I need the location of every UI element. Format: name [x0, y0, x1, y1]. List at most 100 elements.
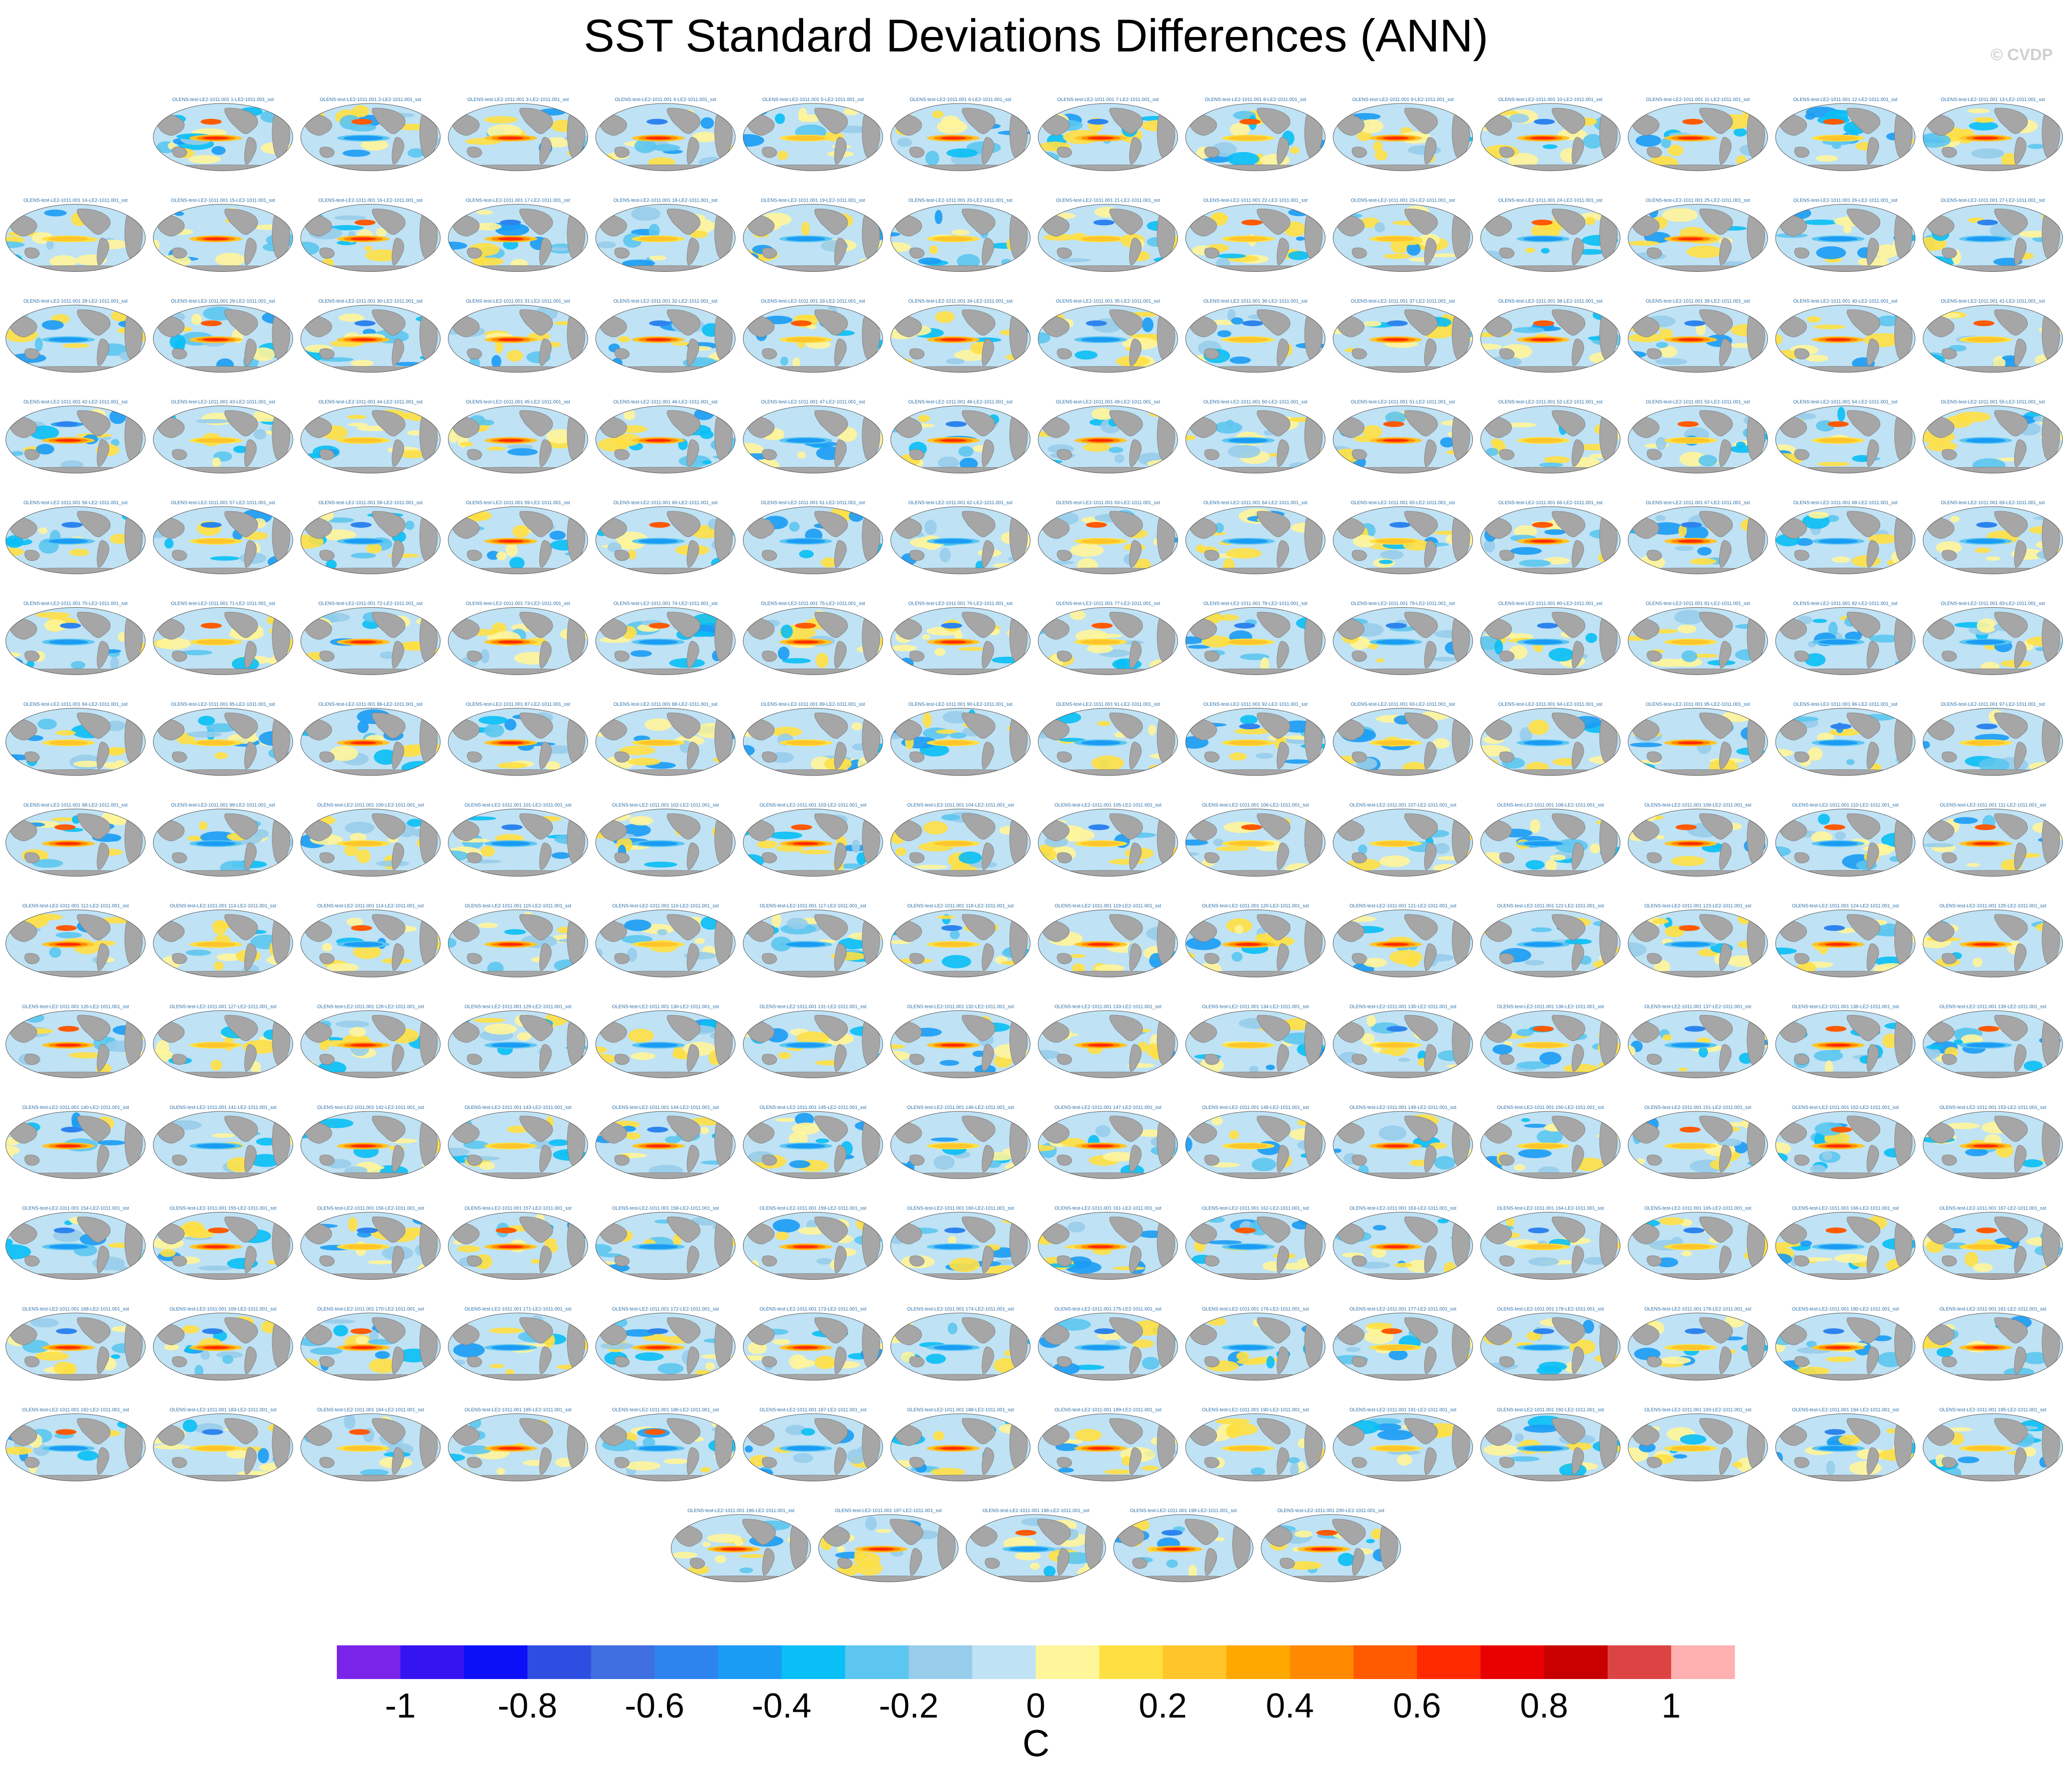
map-panel-label: OLENS-test-LE2-1011.001 169-LE2-1011.001… — [170, 1307, 277, 1312]
map-panel-label: OLENS-test-LE2-1011.001 72-LE2-1011.001_… — [319, 601, 423, 607]
colorbar-tick-label: 0 — [1026, 1687, 1045, 1725]
map-panel: OLENS-test-LE2-1011.001 123-LE2-1011.001… — [1628, 904, 1768, 978]
colorbar-tick-label: 1 — [1662, 1687, 1681, 1725]
map-panel: OLENS-test-LE2-1011.001 93-LE2-1011.001_… — [1333, 702, 1473, 776]
map-panel-label: OLENS-test-LE2-1011.001 4-LE2-1011.001_s… — [615, 97, 716, 102]
map-panel-label: OLENS-test-LE2-1011.001 163-LE2-1011.001… — [1350, 1206, 1457, 1211]
map-panel: OLENS-test-LE2-1011.001 62-LE2-1011.001_… — [890, 500, 1031, 574]
map-panel: OLENS-test-LE2-1011.001 48-LE2-1011.001_… — [890, 400, 1031, 473]
map-panel: OLENS-test-LE2-1011.001 111-LE2-1011.001… — [1923, 803, 2063, 877]
map-panel-label: OLENS-test-LE2-1011.001 84-LE2-1011.001_… — [24, 702, 128, 707]
map-panel-label: OLENS-test-LE2-1011.001 159-LE2-1011.001… — [760, 1206, 867, 1211]
map-panel-label: OLENS-test-LE2-1011.001 179-LE2-1011.001… — [1645, 1307, 1752, 1312]
map-panel-label: OLENS-test-LE2-1011.001 26-LE2-1011.001_… — [1793, 198, 1898, 204]
map-panel-label: OLENS-test-LE2-1011.001 7-LE2-1011.001_s… — [1057, 97, 1159, 102]
map-panel: OLENS-test-LE2-1011.001 162-LE2-1011.001… — [1185, 1206, 1326, 1280]
map-panel: OLENS-test-LE2-1011.001 78-LE2-1011.001_… — [1185, 601, 1326, 675]
map-panel: OLENS-test-LE2-1011.001 47-LE2-1011.001_… — [743, 400, 883, 473]
map-panel: OLENS-test-LE2-1011.001 90-LE2-1011.001_… — [890, 702, 1031, 776]
map-panel-label: OLENS-test-LE2-1011.001 23-LE2-1011.001_… — [1351, 198, 1455, 204]
map-panel: OLENS-test-LE2-1011.001 79-LE2-1011.001_… — [1333, 601, 1473, 675]
map-panel: OLENS-test-LE2-1011.001 135-LE2-1011.001… — [1333, 1005, 1473, 1078]
map-panel-label: OLENS-test-LE2-1011.001 178-LE2-1011.001… — [1497, 1307, 1604, 1312]
map-panel: OLENS-test-LE2-1011.001 174-LE2-1011.001… — [890, 1307, 1031, 1381]
map-panel-label: OLENS-test-LE2-1011.001 157-LE2-1011.001… — [465, 1206, 572, 1211]
map-panel-label: OLENS-test-LE2-1011.001 118-LE2-1011.001… — [907, 904, 1013, 909]
map-panel: OLENS-test-LE2-1011.001 186-LE2-1011.001… — [595, 1408, 736, 1481]
colorbar-box — [464, 1645, 528, 1679]
map-panel: OLENS-test-LE2-1011.001 103-LE2-1011.001… — [743, 803, 883, 877]
map-panel: OLENS-test-LE2-1011.001 194-LE2-1011.001… — [1775, 1408, 1916, 1481]
map-panel-label: OLENS-test-LE2-1011.001 64-LE2-1011.001_… — [1203, 500, 1308, 506]
map-panel: OLENS-test-LE2-1011.001 117-LE2-1011.001… — [743, 904, 883, 978]
colorbar-unit-label: C — [1023, 1722, 1049, 1764]
map-panel: OLENS-test-LE2-1011.001 127-LE2-1011.001… — [153, 1005, 293, 1078]
map-panel: OLENS-test-LE2-1011.001 83-LE2-1011.001_… — [1923, 601, 2063, 675]
colorbar-box — [591, 1645, 655, 1679]
map-panel-label: OLENS-test-LE2-1011.001 59-LE2-1011.001_… — [466, 500, 570, 506]
map-panel-label: OLENS-test-LE2-1011.001 22-LE2-1011.001_… — [1203, 198, 1308, 204]
map-panel-label: OLENS-test-LE2-1011.001 35-LE2-1011.001_… — [1056, 299, 1160, 304]
map-panel-label: OLENS-test-LE2-1011.001 89-LE2-1011.001_… — [761, 702, 865, 707]
map-panel: OLENS-test-LE2-1011.001 138-LE2-1011.001… — [1775, 1005, 1916, 1078]
map-panel-label: OLENS-test-LE2-1011.001 108-LE2-1011.001… — [1497, 803, 1604, 808]
map-panel: OLENS-test-LE2-1011.001 67-LE2-1011.001_… — [1628, 500, 1768, 574]
map-panel: OLENS-test-LE2-1011.001 110-LE2-1011.001… — [1775, 803, 1916, 877]
map-panel: OLENS-test-LE2-1011.001 46-LE2-1011.001_… — [595, 400, 736, 473]
map-panel-label: OLENS-test-LE2-1011.001 38-LE2-1011.001_… — [1498, 299, 1603, 304]
map-panel-label: OLENS-test-LE2-1011.001 166-LE2-1011.001… — [1792, 1206, 1899, 1211]
map-panel-label: OLENS-test-LE2-1011.001 86-LE2-1011.001_… — [319, 702, 423, 707]
map-panel-label: OLENS-test-LE2-1011.001 30-LE2-1011.001_… — [319, 299, 423, 304]
map-panel: OLENS-test-LE2-1011.001 166-LE2-1011.001… — [1775, 1206, 1916, 1280]
map-panel-label: OLENS-test-LE2-1011.001 61-LE2-1011.001_… — [761, 500, 865, 506]
map-panel-label: OLENS-test-LE2-1011.001 16-LE2-1011.001_… — [319, 198, 423, 204]
map-panel: OLENS-test-LE2-1011.001 160-LE2-1011.001… — [890, 1206, 1031, 1280]
map-panel-label: OLENS-test-LE2-1011.001 101-LE2-1011.001… — [465, 803, 572, 808]
map-panel-label: OLENS-test-LE2-1011.001 88-LE2-1011.001_… — [614, 702, 718, 707]
map-panel-label: OLENS-test-LE2-1011.001 24-LE2-1011.001_… — [1498, 198, 1603, 204]
map-panel: OLENS-test-LE2-1011.001 73-LE2-1011.001_… — [448, 601, 588, 675]
map-panel: OLENS-test-LE2-1011.001 152-LE2-1011.001… — [1775, 1105, 1916, 1179]
map-panel: OLENS-test-LE2-1011.001 89-LE2-1011.001_… — [743, 702, 883, 776]
map-panel-label: OLENS-test-LE2-1011.001 106-LE2-1011.001… — [1202, 803, 1309, 808]
map-panel: OLENS-test-LE2-1011.001 42-LE2-1011.001_… — [5, 400, 146, 473]
map-panel-label: OLENS-test-LE2-1011.001 161-LE2-1011.001… — [1055, 1206, 1162, 1211]
colorbar-tick-label: -0.2 — [879, 1687, 938, 1725]
map-panel-label: OLENS-test-LE2-1011.001 47-LE2-1011.001_… — [761, 400, 865, 405]
map-panel-label: OLENS-test-LE2-1011.001 58-LE2-1011.001_… — [319, 500, 423, 506]
map-panel-label: OLENS-test-LE2-1011.001 162-LE2-1011.001… — [1202, 1206, 1309, 1211]
map-panel-label: OLENS-test-LE2-1011.001 93-LE2-1011.001_… — [1351, 702, 1455, 707]
map-panel: OLENS-test-LE2-1011.001 39-LE2-1011.001_… — [1628, 299, 1768, 373]
map-panel-label: OLENS-test-LE2-1011.001 53-LE2-1011.001_… — [1646, 400, 1750, 405]
map-panel: OLENS-test-LE2-1011.001 3-LE2-1011.001_s… — [448, 97, 588, 171]
map-panel: OLENS-test-LE2-1011.001 85-LE2-1011.001_… — [153, 702, 293, 776]
map-panel: OLENS-test-LE2-1011.001 132-LE2-1011.001… — [890, 1005, 1031, 1078]
map-panel-label: OLENS-test-LE2-1011.001 200-LE2-1011.001… — [1278, 1508, 1384, 1514]
map-panel: OLENS-test-LE2-1011.001 175-LE2-1011.001… — [1038, 1307, 1178, 1381]
map-panel-label: OLENS-test-LE2-1011.001 70-LE2-1011.001_… — [24, 601, 128, 607]
map-panel-label: OLENS-test-LE2-1011.001 143-LE2-1011.001… — [465, 1105, 572, 1110]
map-panel: OLENS-test-LE2-1011.001 129-LE2-1011.001… — [448, 1005, 588, 1078]
map-panel-label: OLENS-test-LE2-1011.001 131-LE2-1011.001… — [760, 1005, 867, 1010]
map-panel-label: OLENS-test-LE2-1011.001 127-LE2-1011.001… — [170, 1005, 277, 1010]
map-panel-label: OLENS-test-LE2-1011.001 42-LE2-1011.001_… — [24, 400, 128, 405]
map-panel: OLENS-test-LE2-1011.001 114-LE2-1011.001… — [300, 904, 441, 978]
colorbar-tick-label: -0.4 — [752, 1687, 811, 1725]
map-panel-label: OLENS-test-LE2-1011.001 171-LE2-1011.001… — [465, 1307, 572, 1312]
map-panel-label: OLENS-test-LE2-1011.001 132-LE2-1011.001… — [907, 1005, 1014, 1010]
map-panel: OLENS-test-LE2-1011.001 96-LE2-1011.001_… — [1775, 702, 1916, 776]
map-panel: OLENS-test-LE2-1011.001 35-LE2-1011.001_… — [1038, 299, 1178, 373]
map-panel-label: OLENS-test-LE2-1011.001 197-LE2-1011.001… — [835, 1508, 942, 1514]
map-panel-label: OLENS-test-LE2-1011.001 91-LE2-1011.001_… — [1056, 702, 1160, 707]
map-panel-label: OLENS-test-LE2-1011.001 126-LE2-1011.001… — [22, 1005, 129, 1010]
map-panel-label: OLENS-test-LE2-1011.001 141-LE2-1011.001… — [170, 1105, 277, 1110]
map-panel-label: OLENS-test-LE2-1011.001 14-LE2-1011.001_… — [24, 198, 128, 204]
map-panel-label: OLENS-test-LE2-1011.001 188-LE2-1011.001… — [907, 1408, 1014, 1413]
map-panel: OLENS-test-LE2-1011.001 92-LE2-1011.001_… — [1185, 702, 1326, 776]
map-panel-label: OLENS-test-LE2-1011.001 107-LE2-1011.001… — [1350, 803, 1457, 808]
map-panel-label: OLENS-test-LE2-1011.001 77-LE2-1011.001_… — [1056, 601, 1160, 607]
map-panel-label: OLENS-test-LE2-1011.001 182-LE2-1011.001… — [22, 1408, 129, 1413]
map-panel-label: OLENS-test-LE2-1011.001 146-LE2-1011.001… — [907, 1105, 1014, 1110]
map-panel-label: OLENS-test-LE2-1011.001 49-LE2-1011.001_… — [1056, 400, 1160, 405]
colorbar-box — [1480, 1645, 1545, 1679]
